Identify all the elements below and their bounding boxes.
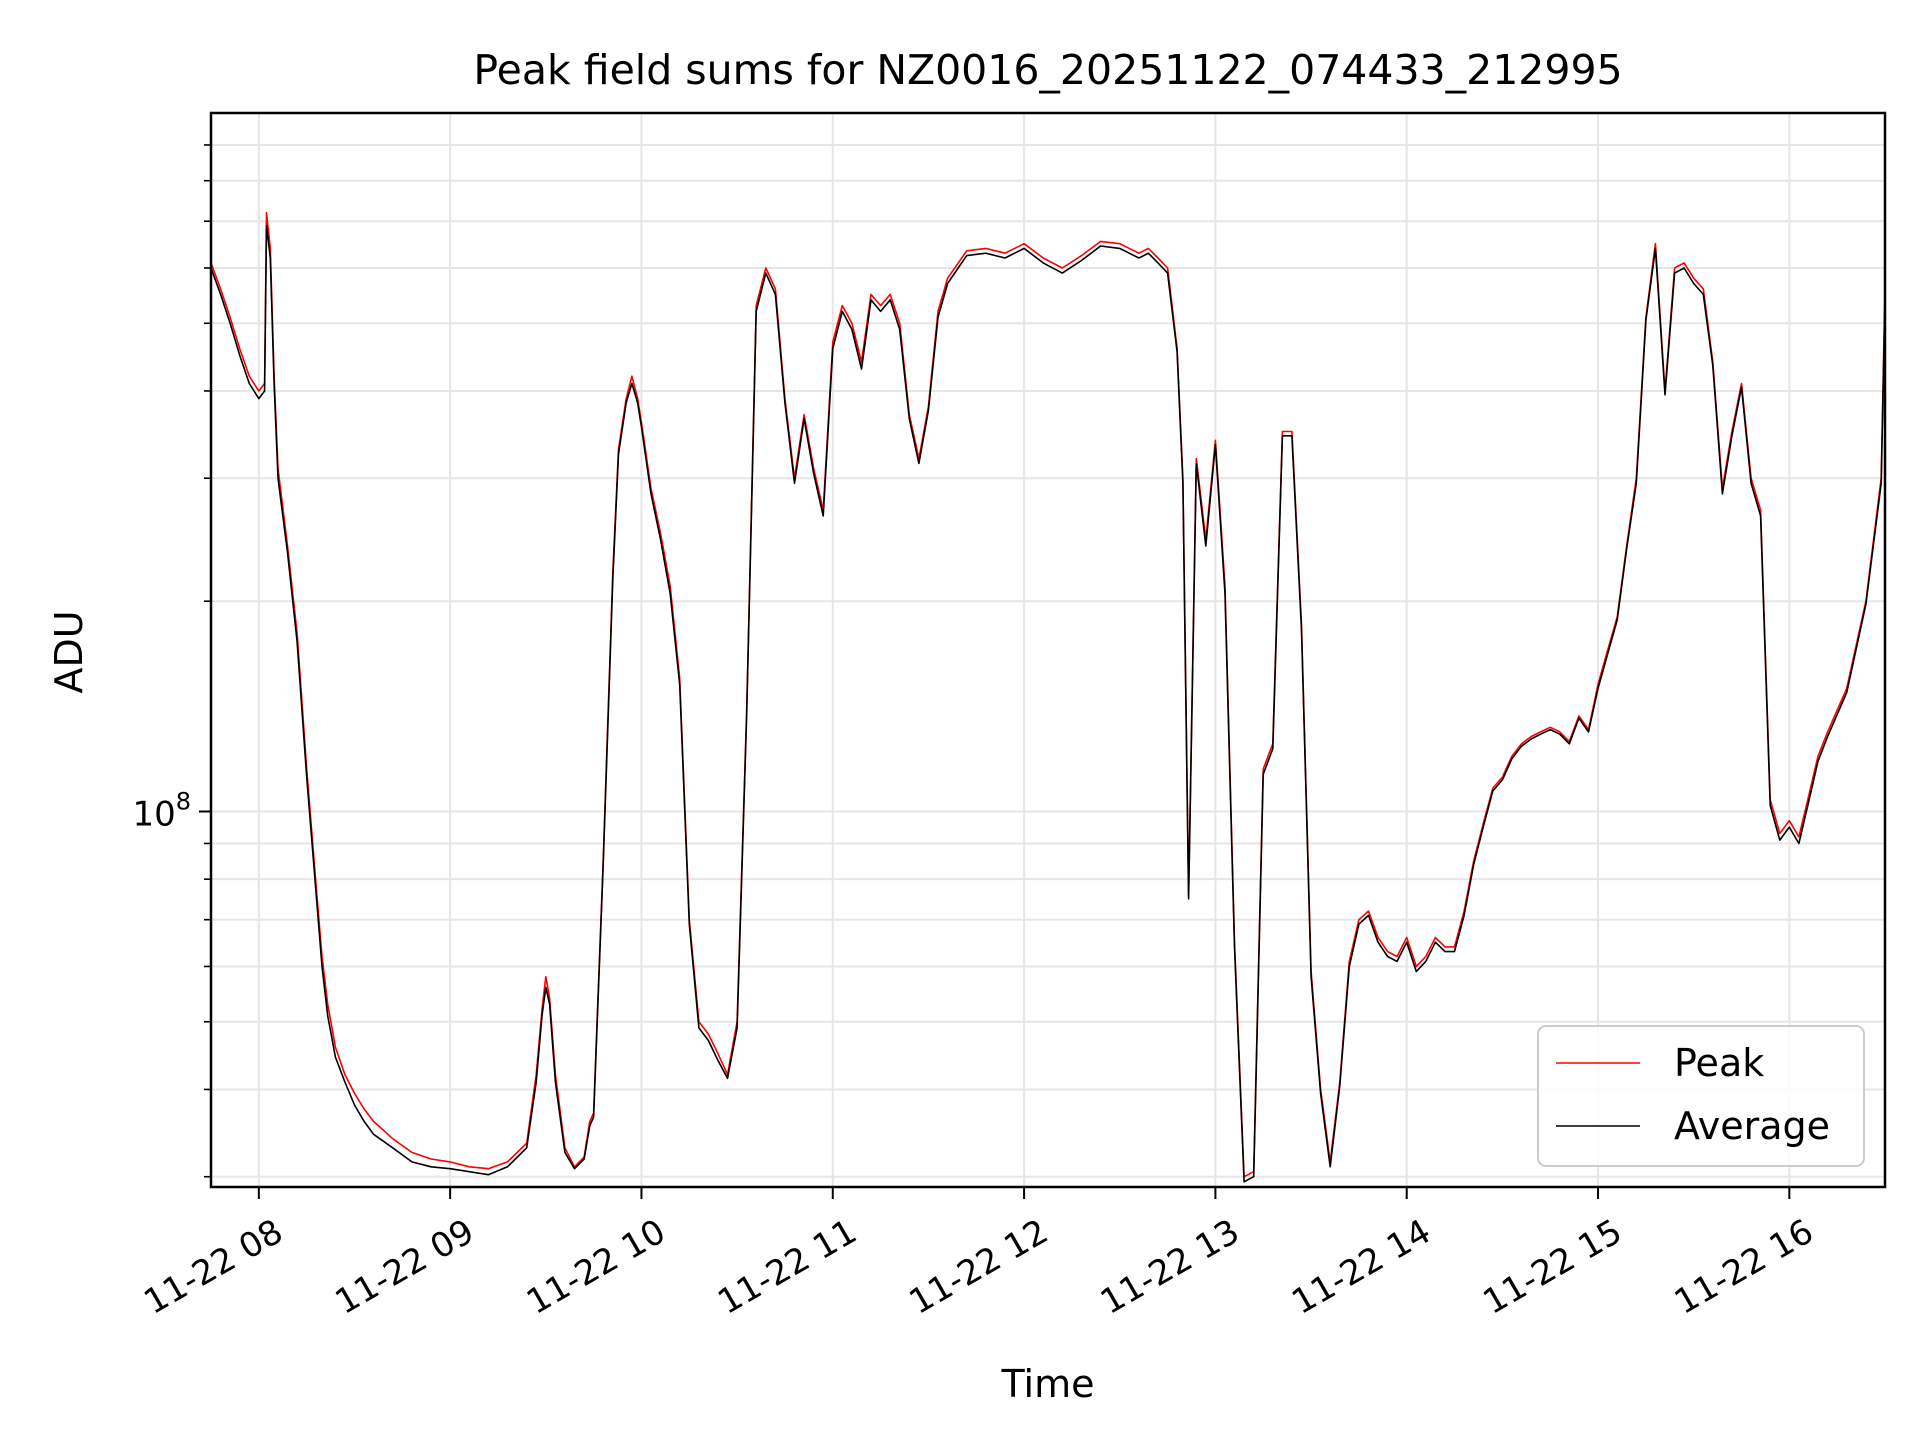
plot-frame (209, 111, 1887, 1189)
y-axis-label: ADU (47, 610, 91, 693)
y-axis-ticks: 108 (132, 144, 211, 1178)
series-line-average (210, 224, 1886, 1183)
x-axis-label: Time (1001, 1362, 1095, 1406)
chart-title: Peak field sums for NZ0016_20251122_0744… (473, 46, 1622, 94)
legend: Peak Average (1537, 1025, 1865, 1167)
grid (211, 113, 1885, 1187)
legend-average-label: Average (1674, 1104, 1830, 1148)
plot-series (210, 211, 1886, 1183)
legend-peak-label: Peak (1674, 1041, 1764, 1085)
legend-box (1537, 1025, 1865, 1167)
series-line-peak (210, 211, 1886, 1178)
y-tick-label: 108 (132, 787, 191, 834)
